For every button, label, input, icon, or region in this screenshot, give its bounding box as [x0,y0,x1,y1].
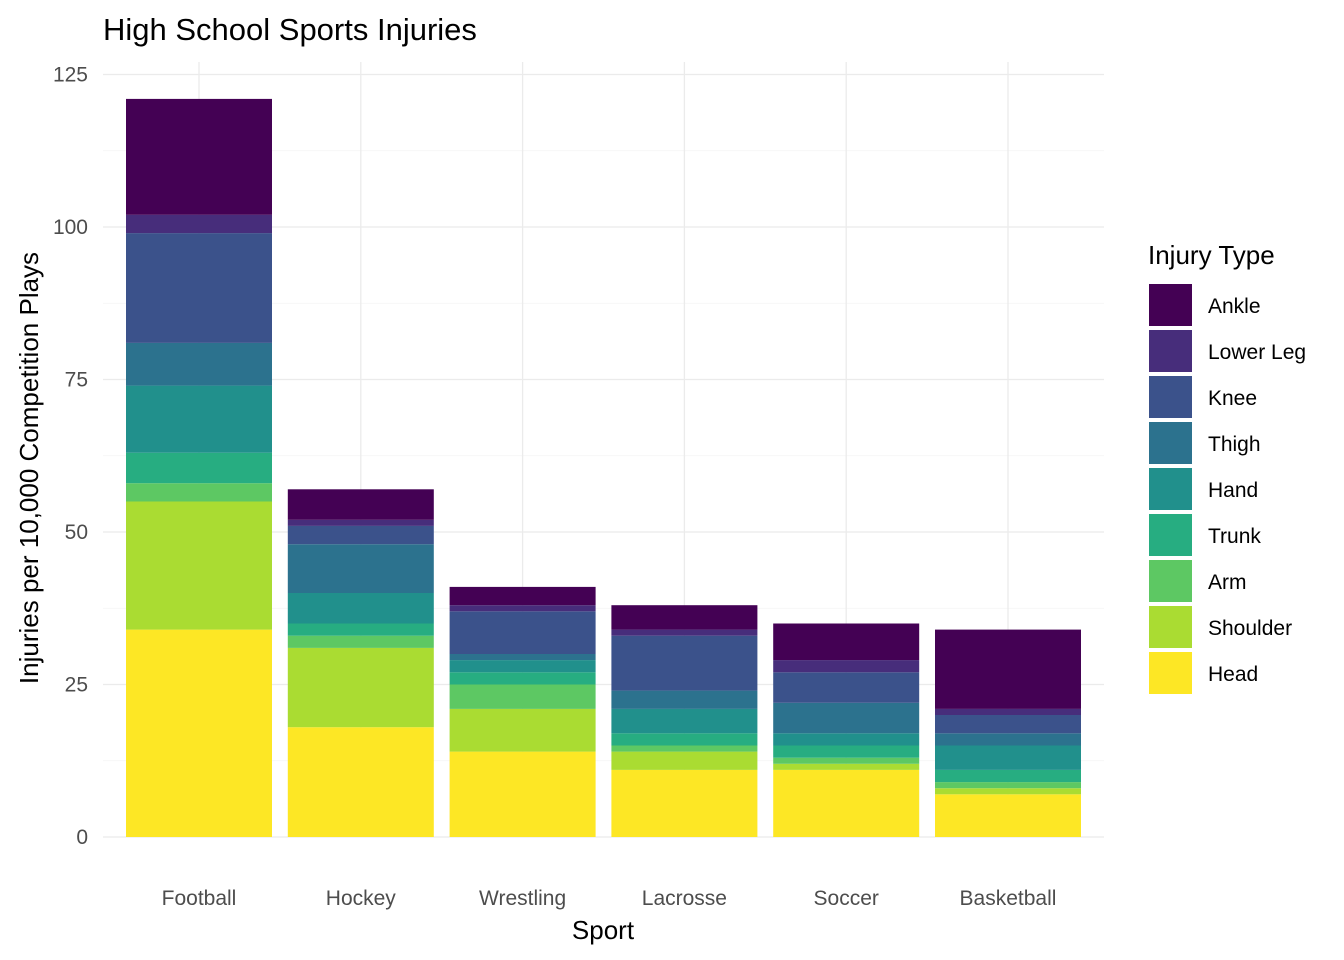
legend-swatch [1149,422,1192,464]
bar-segment [449,660,596,673]
bar-segment [773,660,920,673]
legend-swatch [1149,606,1192,648]
bar-segment [611,745,758,752]
y-tick-label: 75 [65,369,88,392]
legend-label: Trunk [1208,525,1261,548]
bar-segment [287,727,434,837]
bar-segment [449,654,596,661]
legend-label: Arm [1208,571,1247,594]
bar-segment [449,708,596,752]
legend-swatch [1149,468,1192,510]
legend-title: Injury Type [1148,240,1275,270]
y-axis-title: Injuries per 10,000 Competition Plays [14,252,44,684]
bar-segment [773,623,920,661]
bar-segment [773,672,920,703]
legend-label: Thigh [1208,433,1261,456]
bar-segment [449,672,596,685]
x-axis-ticks: Football Hockey Wrestling Lacrosse Soccer Bas… [162,887,1057,910]
y-tick-label: 100 [53,216,88,239]
y-tick-label: 0 [76,826,88,849]
legend-label: Ankle [1208,295,1261,318]
bar-segment [611,605,758,630]
bar-segment [935,708,1081,715]
x-tick-label: Soccer [814,887,879,910]
bar-segment [126,501,272,630]
bar-segment [611,769,758,837]
bar-segment [935,733,1081,746]
bars [126,98,1081,837]
legend-swatch [1149,376,1192,418]
legend-swatch [1149,330,1192,372]
bar-segment [935,782,1081,789]
bar-segment [611,733,758,746]
x-tick-label: Basketball [960,887,1057,910]
bar-segment [126,385,272,453]
legend-label: Lower Leg [1208,341,1306,364]
x-tick-label: Football [162,887,237,910]
x-tick-label: Lacrosse [642,887,727,910]
x-axis-title: Sport [572,915,635,945]
legend-label: Knee [1208,387,1257,410]
bar-segment [773,757,920,764]
bar-segment [935,629,1081,709]
legend-label: Head [1208,663,1258,686]
bar-segment [287,647,434,728]
bar-segment [287,635,434,648]
y-tick-label: 125 [53,64,88,87]
legend-label: Shoulder [1208,617,1292,640]
bar-segment [611,751,758,770]
bar-segment [773,733,920,746]
x-tick-label: Hockey [326,887,397,910]
bar-segment [126,342,272,386]
bar-segment [773,702,920,734]
bar-segment [611,635,758,691]
bar-segment [935,769,1081,783]
y-axis-ticks: 0 25 50 75 100 125 [53,64,88,850]
bar-segment [126,214,272,234]
bar-segment [773,745,920,758]
bar-segment [611,708,758,734]
bar-segment [287,489,434,520]
bar-segment [287,623,434,636]
legend-swatch [1149,652,1192,694]
bar-segment [611,629,758,636]
legend-label: Hand [1208,479,1258,502]
bar-segment [287,525,434,545]
bar-segment [126,452,272,484]
legend-swatch [1149,284,1192,326]
bar-segment [773,769,920,837]
legend: Ankle Lower Leg Knee Thigh Hand Trunk Arm Shoul… [1149,284,1306,694]
chart-title: High School Sports Injuries [103,12,477,47]
bar-segment [449,684,596,709]
bar-segment [449,605,596,612]
bar-segment [287,544,434,593]
bar-segment [126,629,272,837]
bar-segment [935,745,1081,770]
bar-segment [287,519,434,526]
bar-segment [126,98,272,215]
bar-segment [449,751,596,837]
bar-segment [126,483,272,502]
y-tick-label: 25 [65,674,88,697]
x-tick-label: Wrestling [479,887,566,910]
bar-segment [773,763,920,770]
bar-segment [449,611,596,654]
bar-segment [935,715,1081,734]
legend-swatch [1149,514,1192,556]
bar-segment [449,586,596,606]
bar-segment [287,593,434,624]
bar-segment [935,788,1081,795]
bar-segment [126,233,272,343]
y-tick-label: 50 [65,521,88,544]
bar-segment [611,690,758,709]
bar-segment [935,794,1081,837]
legend-swatch [1149,560,1192,602]
